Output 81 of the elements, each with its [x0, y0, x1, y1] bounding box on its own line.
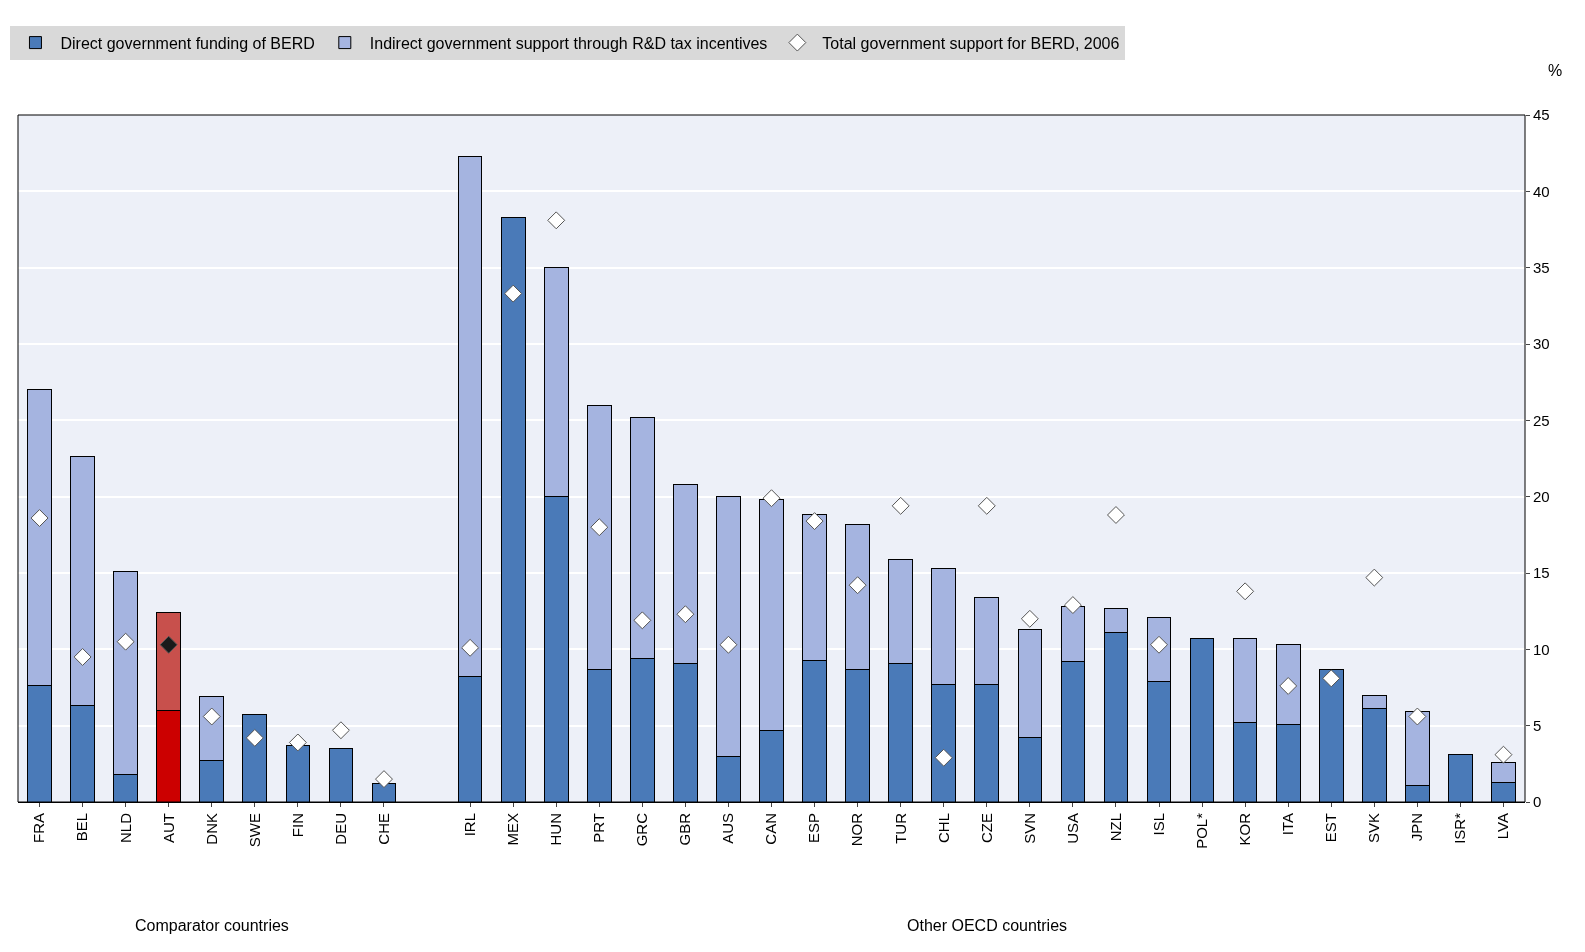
y-tick-label: 30: [1533, 335, 1550, 353]
x-tick-label: PRT: [590, 813, 608, 843]
y-tick-label: 0: [1533, 793, 1542, 811]
x-tick-label: JPN: [1408, 813, 1426, 842]
point: [30, 509, 49, 527]
x-tick-label: NLD: [116, 812, 134, 844]
point: [202, 707, 221, 726]
point: [891, 496, 910, 515]
legend-label: Indirect government support through R&D tax incentives: [369, 34, 768, 52]
y-tick-label: 5: [1533, 716, 1542, 734]
x-tick-label: KOR: [1236, 812, 1254, 846]
x-tick-label: LVA: [1494, 813, 1512, 840]
x-tick-label: POL*: [1192, 812, 1210, 849]
y-tick-label: 25: [1533, 411, 1550, 429]
x-tick-label: CZE: [977, 813, 995, 843]
y-axis-title: %: [1548, 62, 1563, 79]
x-tick-label: NOR: [848, 812, 866, 847]
y-tick-label: 45: [1533, 106, 1550, 124]
text: Other OECD countries: [907, 917, 1068, 934]
point: [116, 632, 135, 651]
x-tick-label: ITA: [1279, 813, 1297, 836]
x-tick-label: CAN: [762, 813, 780, 845]
x-tick-label: DEU: [331, 813, 349, 845]
point: [245, 728, 264, 747]
x-tick-label: SVN: [1020, 813, 1038, 844]
text: Comparator countries: [135, 917, 289, 934]
point: [977, 496, 996, 515]
x-tick-label: CHL: [934, 813, 952, 844]
point: [1365, 568, 1384, 587]
x-tick-label: ESP: [805, 813, 823, 844]
x-tick-label: CHE: [374, 813, 392, 845]
x-tick-label: TUR: [891, 812, 909, 844]
x-tick-label: EST: [1322, 813, 1340, 843]
point: [719, 635, 738, 654]
y-tick-label: 40: [1533, 182, 1550, 200]
x-tick-label: GBR: [676, 812, 694, 846]
x-tick-label: FRA: [30, 813, 48, 843]
point: [73, 648, 92, 666]
x-tick-label: AUS: [719, 813, 737, 844]
point: [1408, 707, 1427, 726]
point: [590, 518, 609, 537]
x-tick-label: HUN: [547, 813, 565, 846]
point: [805, 512, 824, 531]
point: [762, 489, 781, 508]
x-tick-label: BEL: [73, 813, 91, 842]
point: [1279, 677, 1298, 695]
point: [676, 605, 695, 624]
x-tick-label: ISR*: [1451, 812, 1469, 844]
point: [1322, 669, 1341, 688]
point: [375, 770, 393, 789]
y-tick-label: 20: [1533, 487, 1550, 505]
point: [159, 635, 178, 654]
x-tick-label: DNK: [202, 813, 220, 845]
x-tick-label: NZL: [1106, 813, 1124, 842]
x-tick-label: SWE: [245, 813, 263, 848]
point: [288, 733, 307, 752]
point: [461, 638, 480, 657]
point: [1236, 582, 1255, 601]
point: [331, 721, 350, 740]
point: [1063, 596, 1082, 615]
point: [547, 211, 566, 230]
x-tick-label: ISL: [1149, 813, 1167, 836]
y-tick-label: 10: [1533, 640, 1550, 658]
legend-label: Total government support for BERD, 2006: [822, 34, 1120, 52]
legend-label: Direct government funding of BERD: [60, 34, 315, 52]
point: [504, 284, 523, 303]
x-tick-label: GRC: [633, 812, 651, 847]
x-tick-label: IRL: [460, 813, 478, 837]
point: [1107, 506, 1125, 524]
x-tick-label: MEX: [504, 813, 522, 846]
point: [1020, 609, 1039, 628]
y-tick-label: 15: [1533, 564, 1550, 582]
point: [1494, 745, 1513, 764]
point: [633, 611, 652, 630]
point: [848, 576, 867, 595]
x-tick-label: FIN: [288, 813, 306, 838]
point: [934, 748, 953, 767]
y-tick-label: 35: [1533, 258, 1550, 276]
x-tick-label: AUT: [159, 813, 177, 843]
x-tick-label: USA: [1063, 813, 1081, 844]
x-tick-label: SVK: [1365, 813, 1383, 844]
